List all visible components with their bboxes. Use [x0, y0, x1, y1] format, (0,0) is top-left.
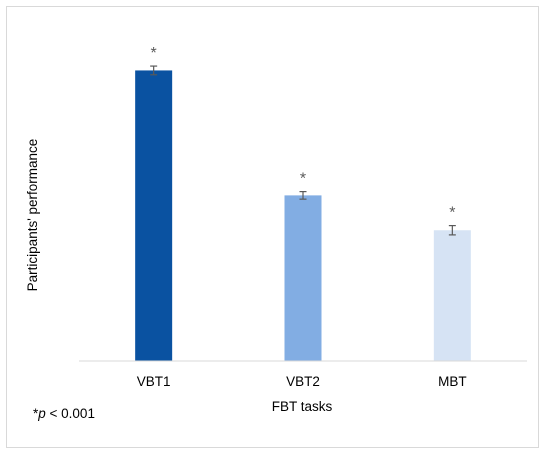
y-axis-title: Participants' performance	[25, 139, 40, 292]
bar-mbt	[433, 230, 471, 361]
error-bar-mbt	[448, 224, 456, 236]
x-tick-labels: VBT1 VBT2 MBT	[137, 374, 467, 389]
chart-frame: * * * VBT1 VBT2 MBT FBT tasks Participants' …	[6, 6, 539, 448]
x-tick-vbt2: VBT2	[286, 374, 320, 389]
significance-mark-vbt1: *	[151, 45, 157, 62]
footnote-star: *	[33, 406, 39, 421]
significance-footnote: *p < 0.001	[33, 406, 95, 421]
bar-vbt1	[135, 70, 173, 361]
x-axis-title: FBT tasks	[272, 399, 333, 414]
error-bar-vbt1	[150, 65, 158, 76]
x-tick-mbt: MBT	[438, 374, 467, 389]
significance-mark-vbt2: *	[300, 171, 306, 188]
footnote-p: p	[37, 406, 46, 421]
error-bar-vbt2	[299, 191, 307, 200]
bar-chart: * * * VBT1 VBT2 MBT FBT tasks Participants' …	[25, 45, 527, 421]
footnote-threshold: < 0.001	[46, 406, 95, 421]
significance-mark-mbt: *	[449, 205, 455, 222]
bar-vbt2	[284, 195, 322, 361]
plot-area: * * *	[135, 45, 471, 361]
x-tick-vbt1: VBT1	[137, 374, 171, 389]
